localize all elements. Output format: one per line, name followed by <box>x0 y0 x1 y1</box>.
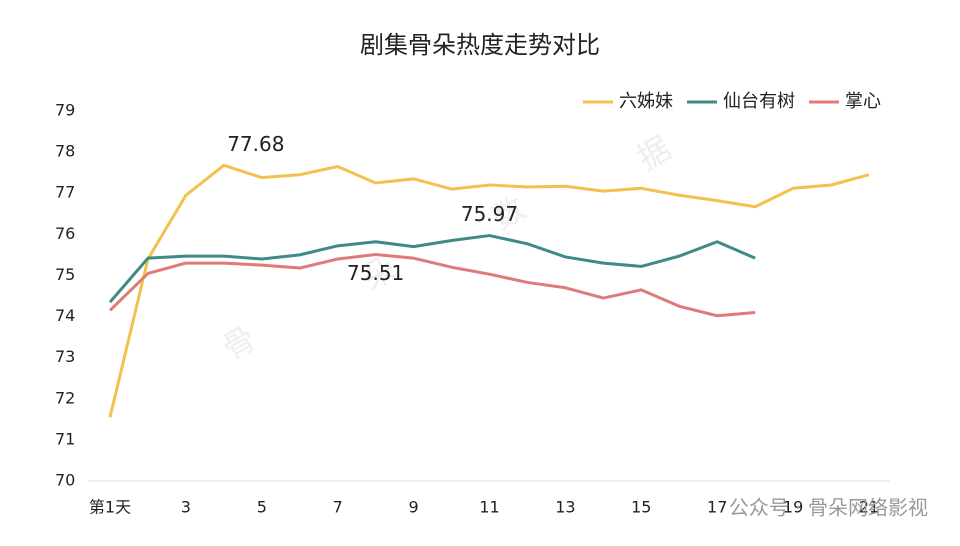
y-tick-label: 70 <box>55 471 75 490</box>
y-tick-label: 73 <box>55 347 75 366</box>
data-label: 75.97 <box>461 202 518 226</box>
x-tick-label: 13 <box>555 498 575 517</box>
x-tick-label: 17 <box>707 498 727 517</box>
x-tick-label: 5 <box>257 498 267 517</box>
x-tick-label: 第1天 <box>89 498 131 517</box>
y-tick-label: 71 <box>55 429 75 448</box>
legend-label: 六姊妹 <box>619 91 673 112</box>
x-tick-label: 9 <box>409 498 419 517</box>
x-tick-label: 11 <box>479 498 499 517</box>
legend-label: 掌心 <box>845 91 881 112</box>
watermark: 骨 <box>216 319 263 368</box>
x-tick-label: 15 <box>631 498 651 517</box>
x-tick-label: 7 <box>333 498 343 517</box>
y-tick-label: 74 <box>55 306 75 325</box>
y-tick-label: 77 <box>55 183 75 202</box>
series-line <box>108 234 756 304</box>
y-tick-label: 76 <box>55 224 75 243</box>
watermark: 据 <box>631 129 678 178</box>
series-line <box>108 163 870 418</box>
x-tick-label: 3 <box>181 498 191 517</box>
x-tick-label: 21 <box>859 498 879 517</box>
series-line <box>108 252 756 318</box>
source: 公众号 · 骨朵网络影视 <box>729 496 928 520</box>
x-tick-label: 19 <box>783 498 803 517</box>
data-label: 75.51 <box>347 261 404 285</box>
legend-label: 仙台有树 <box>723 91 795 112</box>
y-tick-label: 72 <box>55 388 75 407</box>
y-tick-label: 75 <box>55 265 75 284</box>
data-label: 77.68 <box>227 132 284 156</box>
y-tick-label: 78 <box>55 142 75 161</box>
y-tick-label: 79 <box>55 101 75 120</box>
chart-title: 剧集骨朵热度走势对比 <box>360 31 600 59</box>
